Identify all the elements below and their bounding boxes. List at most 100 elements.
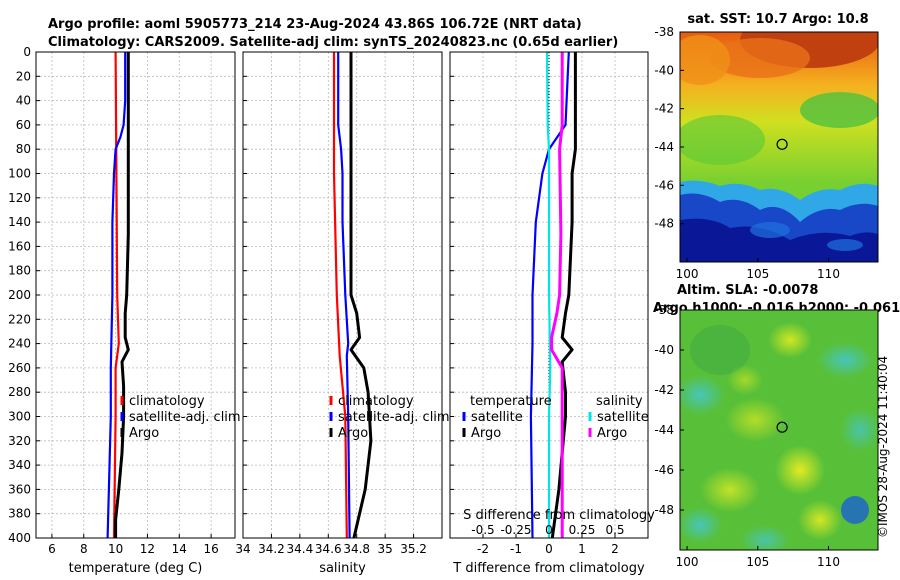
series-line-salinity-satellite bbox=[545, 51, 552, 538]
x-tick-label: -2 bbox=[477, 542, 489, 556]
plot-frame bbox=[242, 51, 443, 539]
top-tick-label: 0 bbox=[545, 523, 553, 537]
imos-timestamp: ©IMOS 28-Aug-2024 11:40:04 bbox=[876, 355, 890, 538]
x-tick-label: -1 bbox=[510, 542, 522, 556]
y-tick-label: 0 bbox=[23, 45, 31, 59]
x-tick-label: 16 bbox=[203, 542, 218, 556]
x-tick-label: 34.8 bbox=[343, 542, 370, 556]
plot-frame bbox=[449, 51, 649, 539]
x-tick-label: 34.6 bbox=[315, 542, 342, 556]
y-tick-label: 360 bbox=[8, 482, 31, 496]
map-y-tick-label: -38 bbox=[654, 303, 674, 317]
legend-climatology-label: climatology bbox=[129, 394, 205, 409]
x-axis-label: temperature (deg C) bbox=[69, 561, 203, 576]
y-tick-label: 340 bbox=[8, 458, 31, 472]
x-tick-label: 2 bbox=[611, 542, 619, 556]
sst-field bbox=[680, 32, 878, 262]
legend-satellite-label: satellite-adj. clim bbox=[338, 410, 450, 425]
difference-panel: -2 -1 0 1 2 T difference from climatology S di… bbox=[449, 51, 655, 576]
map-y-tick-label: -42 bbox=[654, 102, 674, 116]
legend-temperature-title: temperature bbox=[470, 394, 552, 409]
y-tick-label: 180 bbox=[8, 264, 31, 278]
x-tick-label: 8 bbox=[80, 542, 88, 556]
x-tick-label: 12 bbox=[140, 542, 155, 556]
y-tick-label: 400 bbox=[8, 531, 31, 545]
y-tick-label: 320 bbox=[8, 434, 31, 448]
legend-temp-satellite-label: satellite bbox=[471, 410, 523, 425]
y-tick-label: 80 bbox=[16, 142, 31, 156]
map-x-tick-label: 105 bbox=[746, 555, 769, 569]
map-y-tick-label: -40 bbox=[654, 343, 674, 357]
map-y-tick-label: -40 bbox=[654, 63, 674, 77]
map-x-tick-label: 110 bbox=[817, 555, 840, 569]
x-tick-label: 35 bbox=[378, 542, 393, 556]
top-tick-label: -0.5 bbox=[471, 523, 494, 537]
series-line-satellite-adj-clim bbox=[106, 52, 127, 539]
difference-legend: temperature satellite Argo salinity sate… bbox=[462, 394, 649, 441]
legend-sal-argo-label: Argo bbox=[597, 426, 627, 441]
sst-map-axes: 100 105 110 -38 -40 -42 -44 -46 -48 bbox=[654, 25, 840, 281]
salinity-panel: 34 34.2 34.4 34.6 34.8 35 35.2 salinity bbox=[235, 51, 443, 576]
legend-sal-satellite-label: satellite bbox=[597, 410, 649, 425]
legend-argo-label: Argo bbox=[129, 426, 159, 441]
y-tick-label: 40 bbox=[16, 94, 31, 108]
top-axis-label: S difference from climatology bbox=[463, 508, 655, 523]
x-tick-label: 0 bbox=[545, 542, 553, 556]
depth-axis: 0 20 40 60 80 100 120 140 160 180 200 220 240 260 280 3… bbox=[8, 45, 31, 545]
y-tick-label: 200 bbox=[8, 288, 31, 302]
x-tick-label: 1 bbox=[578, 542, 586, 556]
top-tick-label: -0.25 bbox=[500, 523, 531, 537]
map-y-tick-label: -48 bbox=[654, 217, 674, 231]
x-tick-label: 14 bbox=[172, 542, 187, 556]
figure-title-line2: Climatology: CARS2009. Satellite-adj cli… bbox=[48, 35, 618, 50]
y-tick-label: 280 bbox=[8, 385, 31, 399]
x-axis-label: salinity bbox=[319, 561, 366, 576]
legend-climatology-label: climatology bbox=[338, 394, 414, 409]
sla-map-title-line1: Altim. SLA: -0.0078 bbox=[677, 283, 818, 298]
legend-argo-label: Argo bbox=[338, 426, 368, 441]
figure-title-line1: Argo profile: aoml 5905773_214 23-Aug-20… bbox=[48, 17, 582, 32]
map-x-tick-label: 105 bbox=[746, 267, 769, 281]
series-line-salinity-argo bbox=[550, 52, 564, 538]
top-tick-label: 0.5 bbox=[605, 523, 624, 537]
map-y-tick-label: -48 bbox=[654, 503, 674, 517]
x-tick-label: 10 bbox=[108, 542, 123, 556]
salinity-legend: climatology satellite-adj. clim Argo bbox=[329, 394, 450, 441]
map-x-tick-label: 100 bbox=[676, 267, 699, 281]
y-tick-label: 260 bbox=[8, 361, 31, 375]
series-line-climatology bbox=[112, 51, 120, 539]
y-tick-label: 120 bbox=[8, 191, 31, 205]
x-tick-label: 34.2 bbox=[258, 542, 285, 556]
y-tick-label: 300 bbox=[8, 410, 31, 424]
map-y-tick-label: -38 bbox=[654, 25, 674, 39]
sla-argo-marker bbox=[776, 421, 788, 433]
legend-satellite-label: satellite-adj. clim bbox=[129, 410, 241, 425]
y-tick-label: 140 bbox=[8, 215, 31, 229]
plot-frame bbox=[35, 51, 236, 539]
top-tick-label: 0.25 bbox=[569, 523, 596, 537]
x-tick-label: 34.4 bbox=[286, 542, 313, 556]
series-line-argo bbox=[114, 52, 130, 538]
y-tick-label: 160 bbox=[8, 239, 31, 253]
temperature-legend: climatology satellite-adj. clim Argo bbox=[120, 394, 241, 441]
y-tick-label: 240 bbox=[8, 337, 31, 351]
x-tick-label: 6 bbox=[48, 542, 56, 556]
legend-salinity-title: salinity bbox=[596, 394, 643, 409]
x-tick-label: 34 bbox=[235, 542, 250, 556]
map-y-tick-label: -44 bbox=[654, 423, 674, 437]
series-line-argo bbox=[349, 52, 373, 539]
legend-temp-argo-label: Argo bbox=[471, 426, 501, 441]
sla-field bbox=[680, 310, 878, 550]
map-x-tick-label: 110 bbox=[817, 267, 840, 281]
y-tick-label: 220 bbox=[8, 312, 31, 326]
x-axis-label: T difference from climatology bbox=[452, 561, 645, 576]
series-line-satellite-adj-clim bbox=[337, 52, 351, 539]
map-y-tick-label: -42 bbox=[654, 383, 674, 397]
sla-map: Altim. SLA: -0.0078 Argo h1000: -0.016 h… bbox=[653, 283, 900, 569]
sla-map-axes: 100 105 110 -38 -40 -42 -44 -46 -48 bbox=[654, 303, 840, 569]
y-tick-label: 100 bbox=[8, 167, 31, 181]
sst-map-title: sat. SST: 10.7 Argo: 10.8 bbox=[687, 12, 868, 27]
sst-map: sat. SST: 10.7 Argo: 10.8 100 105 110 -38 -4… bbox=[654, 12, 879, 281]
